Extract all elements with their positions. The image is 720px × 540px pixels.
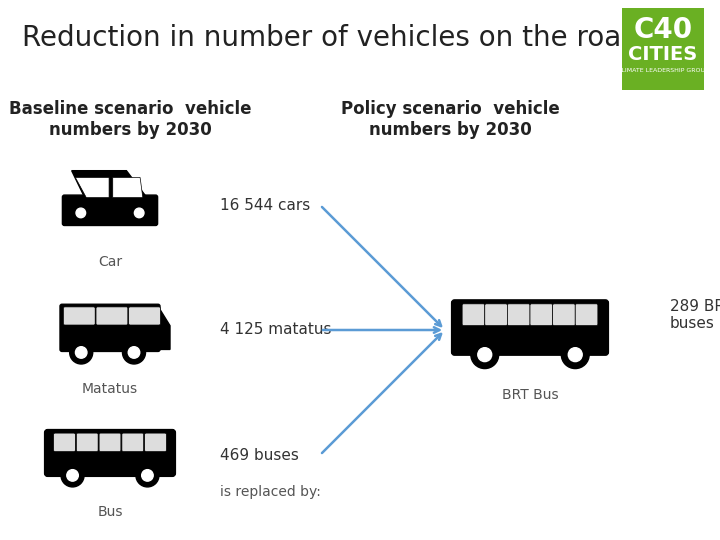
FancyBboxPatch shape	[60, 304, 160, 352]
FancyBboxPatch shape	[76, 433, 98, 451]
FancyBboxPatch shape	[96, 307, 128, 325]
Circle shape	[135, 208, 144, 218]
FancyBboxPatch shape	[485, 304, 508, 326]
Circle shape	[128, 347, 140, 358]
Text: Matatus: Matatus	[82, 382, 138, 396]
Polygon shape	[158, 306, 170, 349]
FancyBboxPatch shape	[99, 433, 121, 451]
Text: Baseline scenario  vehicle
numbers by 2030: Baseline scenario vehicle numbers by 203…	[9, 100, 251, 139]
Circle shape	[142, 470, 153, 481]
Text: 4 125 matatus: 4 125 matatus	[220, 322, 331, 338]
FancyBboxPatch shape	[63, 307, 95, 325]
Text: CITIES: CITIES	[629, 44, 698, 64]
Text: is replaced by:: is replaced by:	[220, 485, 321, 499]
FancyBboxPatch shape	[553, 304, 575, 326]
FancyBboxPatch shape	[122, 433, 144, 451]
Circle shape	[70, 341, 93, 364]
FancyBboxPatch shape	[622, 8, 704, 90]
Text: 289 BRT
buses: 289 BRT buses	[670, 299, 720, 331]
FancyBboxPatch shape	[575, 304, 598, 326]
Polygon shape	[113, 178, 143, 198]
Text: 16 544 cars: 16 544 cars	[220, 198, 310, 213]
FancyBboxPatch shape	[63, 195, 158, 226]
FancyBboxPatch shape	[53, 433, 76, 451]
FancyBboxPatch shape	[530, 304, 553, 326]
Text: Car: Car	[98, 255, 122, 269]
FancyBboxPatch shape	[451, 300, 608, 355]
Circle shape	[568, 348, 582, 362]
Circle shape	[67, 470, 78, 481]
FancyBboxPatch shape	[129, 307, 161, 325]
Text: Reduction in number of vehicles on the road: Reduction in number of vehicles on the r…	[22, 24, 639, 52]
Polygon shape	[76, 178, 109, 198]
Circle shape	[76, 208, 86, 218]
Circle shape	[562, 341, 589, 369]
Text: 469 buses: 469 buses	[220, 448, 299, 462]
Text: Policy scenario  vehicle
numbers by 2030: Policy scenario vehicle numbers by 2030	[341, 100, 559, 139]
Text: CLIMATE LEADERSHIP GROUP: CLIMATE LEADERSHIP GROUP	[617, 68, 708, 72]
Circle shape	[478, 348, 492, 362]
Circle shape	[61, 464, 84, 487]
Circle shape	[471, 341, 499, 369]
FancyBboxPatch shape	[45, 429, 176, 476]
Circle shape	[71, 202, 91, 224]
Circle shape	[122, 341, 145, 364]
Polygon shape	[72, 171, 146, 197]
FancyBboxPatch shape	[145, 433, 166, 451]
Text: C40: C40	[634, 16, 693, 44]
Text: Bus: Bus	[97, 505, 122, 519]
FancyBboxPatch shape	[462, 304, 485, 326]
Text: BRT Bus: BRT Bus	[502, 388, 558, 402]
Circle shape	[129, 202, 150, 224]
Circle shape	[136, 464, 159, 487]
FancyBboxPatch shape	[508, 304, 530, 326]
Circle shape	[76, 347, 87, 358]
